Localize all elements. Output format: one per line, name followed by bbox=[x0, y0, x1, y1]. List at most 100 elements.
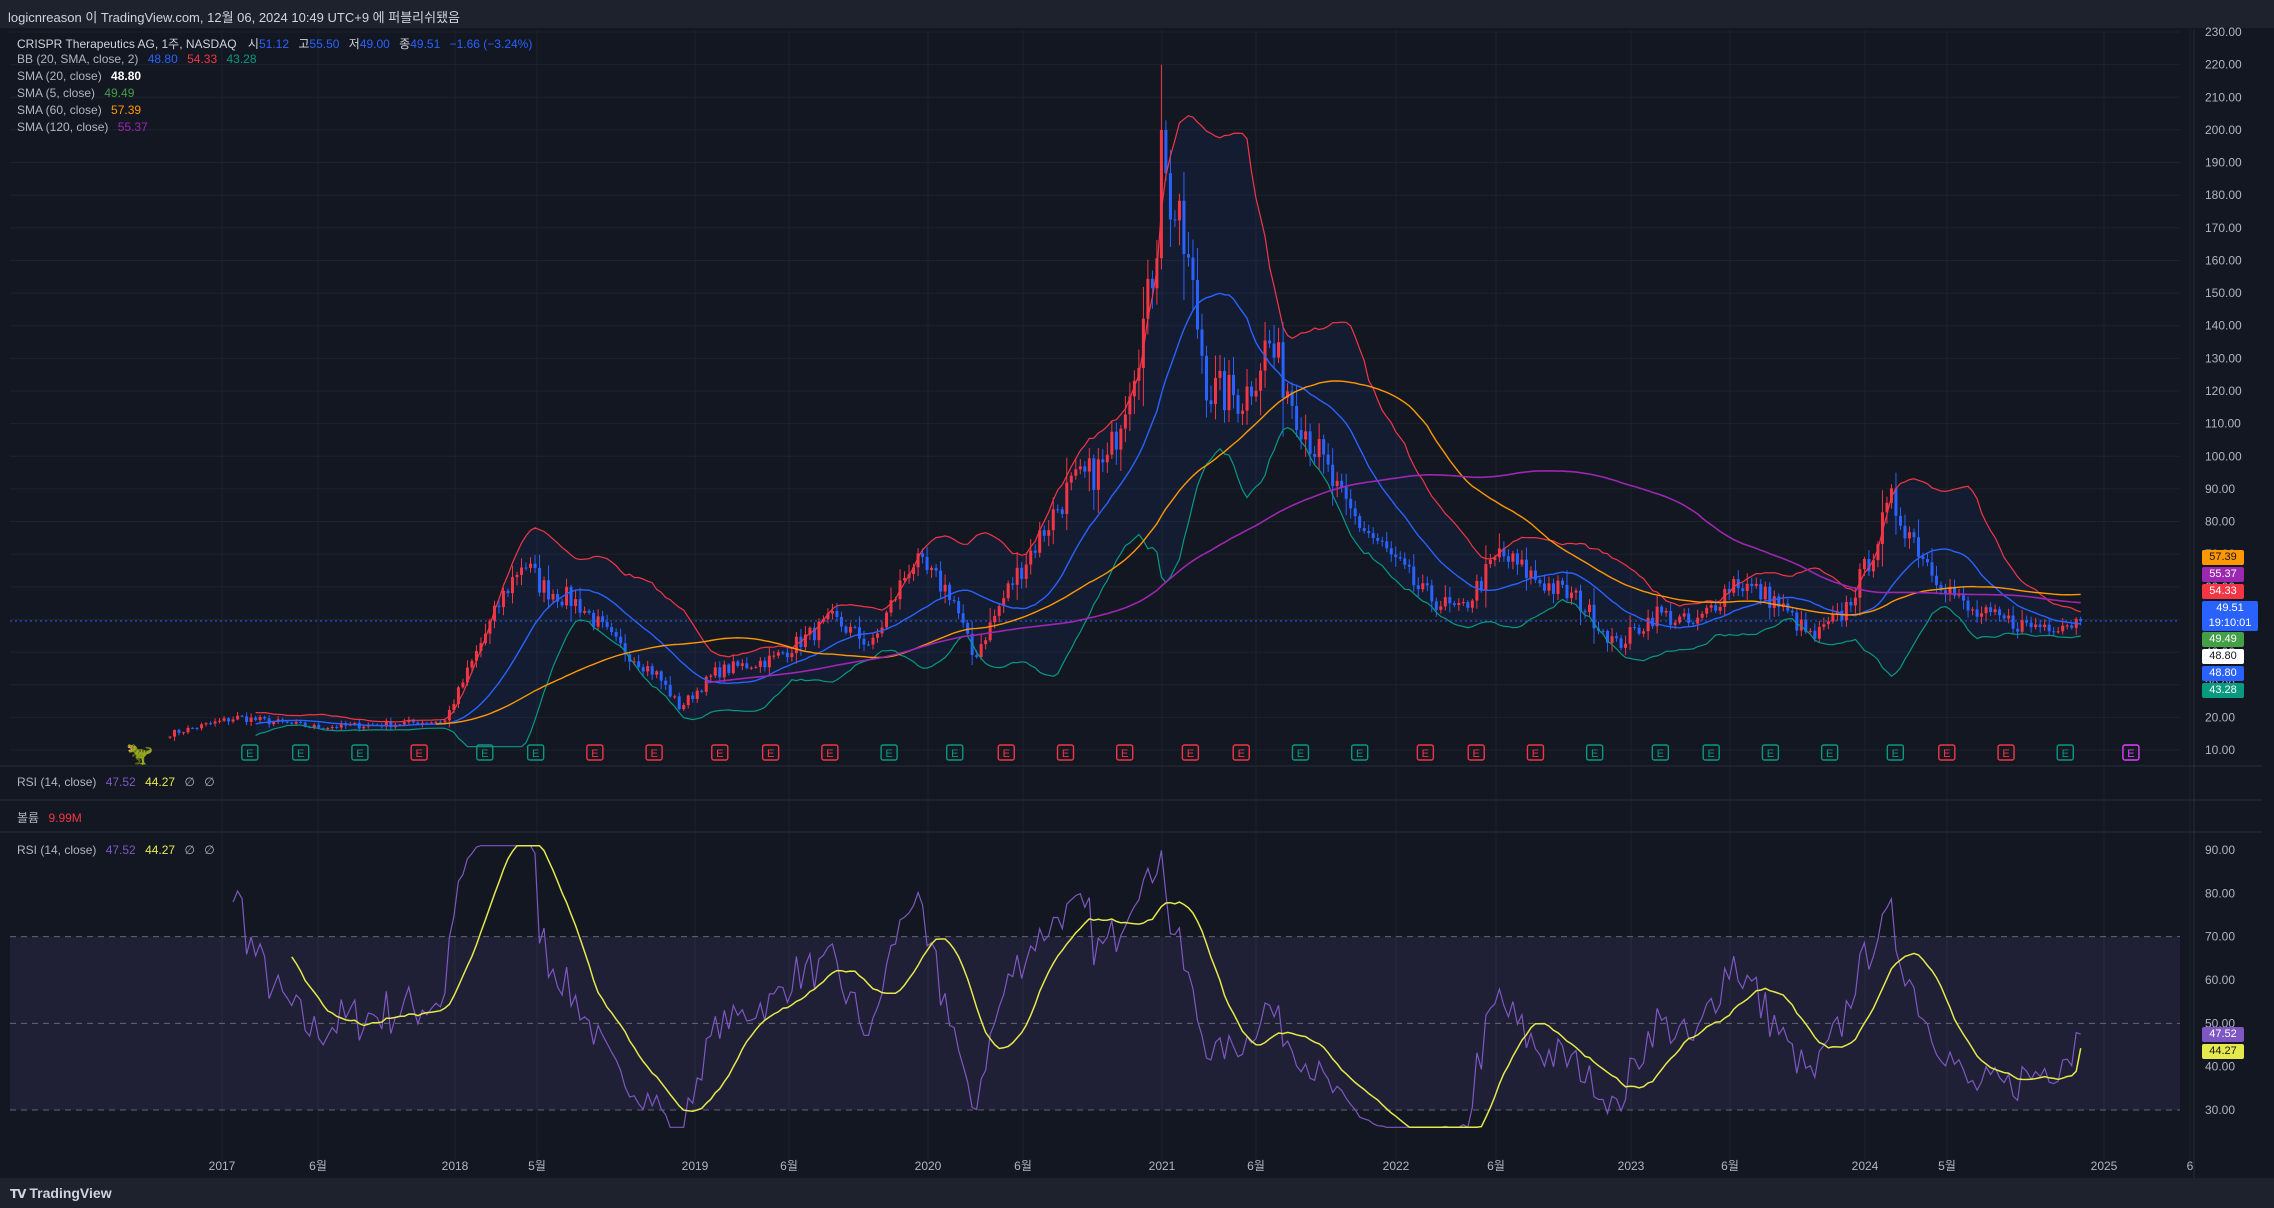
price-tick-label: 10.00 bbox=[2205, 743, 2235, 757]
candle-body bbox=[524, 567, 528, 569]
candle-body bbox=[709, 675, 713, 677]
rsi-value: 47.52 bbox=[105, 843, 136, 857]
candle-body bbox=[889, 600, 893, 613]
candle-body bbox=[2016, 628, 2020, 632]
candle-body bbox=[794, 636, 798, 654]
candle-body bbox=[592, 612, 596, 627]
tradingview-logo[interactable]: 𝗧𝗩 TradingView bbox=[10, 1185, 112, 1201]
candle-body bbox=[551, 593, 555, 600]
candle-body bbox=[691, 695, 695, 699]
candle-body bbox=[808, 627, 812, 635]
earnings-marker bbox=[880, 744, 898, 761]
candle-body bbox=[1358, 516, 1362, 529]
candle-body bbox=[177, 730, 181, 733]
candle-body bbox=[1885, 502, 1889, 513]
candle-body bbox=[876, 633, 880, 638]
candle-body bbox=[686, 695, 690, 705]
candle-body bbox=[1610, 636, 1614, 643]
volume-legend[interactable]: 볼륨 9.99M bbox=[17, 809, 82, 826]
rsi-legend[interactable]: RSI (14, close) 47.52 44.27 ∅ ∅ bbox=[17, 843, 215, 857]
candle-body bbox=[1470, 600, 1474, 608]
candle-body bbox=[236, 715, 240, 720]
sma20-white-price-tag: 48.80 bbox=[2202, 649, 2244, 664]
candle-body bbox=[1425, 583, 1429, 586]
candle-body bbox=[1335, 480, 1339, 487]
rsi-ma-price-tag: 44.27 bbox=[2202, 1044, 2244, 1059]
candle-body bbox=[578, 599, 582, 613]
legend-sma20[interactable]: SMA (20, close) 48.80 bbox=[17, 69, 141, 83]
candle-body bbox=[664, 680, 668, 685]
earnings-marker-label: E bbox=[532, 748, 539, 760]
candle-body bbox=[1993, 609, 1997, 613]
candle-body bbox=[2025, 620, 2029, 623]
legend-sma5[interactable]: SMA (5, close) 49.49 bbox=[17, 86, 134, 100]
candle-body bbox=[533, 563, 537, 568]
time-tick-label: 2022 bbox=[1383, 1159, 1410, 1173]
rsi-ma-line bbox=[291, 844, 2082, 1129]
candle-body bbox=[519, 567, 523, 575]
legend-sma60[interactable]: SMA (60, close) 57.39 bbox=[17, 103, 141, 117]
candle-body bbox=[921, 553, 925, 558]
candle-body bbox=[632, 661, 636, 663]
sma20-line bbox=[255, 292, 2081, 727]
candle-body bbox=[200, 724, 204, 729]
earnings-marker-label: E bbox=[246, 748, 253, 760]
rsi-tick-label: 30.00 bbox=[2205, 1103, 2235, 1117]
candle-body bbox=[290, 722, 294, 724]
candle-body bbox=[168, 736, 172, 738]
candle-body bbox=[303, 722, 307, 727]
candle-body bbox=[781, 652, 785, 654]
candle-body bbox=[596, 616, 600, 627]
candle-body bbox=[1105, 454, 1109, 463]
candle-body bbox=[240, 715, 244, 717]
earnings-marker bbox=[410, 744, 428, 761]
candle-body bbox=[1723, 588, 1727, 607]
earnings-marker-label: E bbox=[650, 748, 657, 760]
candle-body bbox=[826, 613, 830, 620]
earnings-marker bbox=[1526, 744, 1545, 761]
rsi-small-legend[interactable]: RSI (14, close) 47.52 44.27 ∅ ∅ bbox=[17, 775, 215, 789]
bb-lower-price-tag: 43.28 bbox=[2202, 683, 2244, 698]
candle-body bbox=[1619, 638, 1623, 648]
candle-body bbox=[1560, 580, 1564, 585]
rsi-ma-value: 44.27 bbox=[145, 843, 176, 857]
candle-body bbox=[1011, 583, 1015, 585]
candle-body bbox=[1182, 200, 1186, 255]
candle-body bbox=[610, 626, 614, 633]
candle-body bbox=[1114, 431, 1118, 450]
legend-bb[interactable]: BB (20, SMA, close, 2) 48.80 54.33 43.28 bbox=[17, 52, 257, 66]
volume-label: 볼륨 bbox=[17, 811, 40, 825]
earnings-marker bbox=[1938, 744, 1956, 761]
candle-body bbox=[389, 721, 393, 728]
candle-body bbox=[2007, 615, 2011, 619]
candle-body bbox=[1394, 554, 1398, 558]
candle-body bbox=[1515, 553, 1519, 565]
candle-body bbox=[1191, 257, 1195, 281]
candle-body bbox=[1768, 586, 1772, 608]
candle-body bbox=[957, 601, 961, 614]
candle-body bbox=[623, 643, 627, 655]
candle-body bbox=[1998, 609, 2002, 616]
high-label: 고 bbox=[298, 37, 310, 51]
time-tick-label: 2018 bbox=[442, 1159, 469, 1173]
earnings-marker-label: E bbox=[885, 748, 892, 760]
candle-body bbox=[1732, 579, 1736, 593]
candle-body bbox=[1259, 370, 1263, 391]
earnings-marker-label: E bbox=[826, 748, 833, 760]
candle-body bbox=[1790, 610, 1794, 613]
time-tick-label: 5월 bbox=[1938, 1159, 1956, 1173]
candle-body bbox=[1200, 329, 1204, 356]
candle-body bbox=[1569, 592, 1573, 599]
candle-body bbox=[1087, 458, 1091, 472]
candle-body bbox=[2011, 615, 2015, 629]
candle-body bbox=[1889, 488, 1893, 503]
candle-body bbox=[1628, 627, 1632, 644]
candle-body bbox=[1164, 129, 1168, 174]
legend-sma120[interactable]: SMA (120, close) 55.37 bbox=[17, 120, 148, 134]
earnings-marker-label: E bbox=[1892, 748, 1899, 760]
candle-body bbox=[993, 615, 997, 623]
candle-body bbox=[637, 661, 641, 668]
candle-body bbox=[745, 663, 749, 669]
candle-body bbox=[497, 605, 501, 608]
